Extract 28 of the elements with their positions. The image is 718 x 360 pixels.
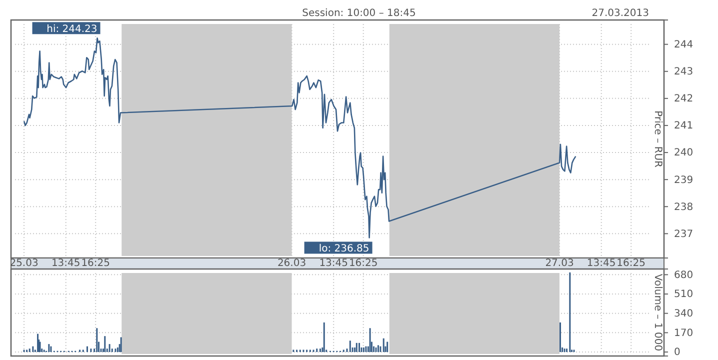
x-tick-label: 16:25: [348, 258, 378, 270]
chart-subtitle: 27.03.2013: [592, 8, 649, 19]
chart-title: Session: 10:00 – 18:45: [302, 8, 416, 19]
annotation: lo: 236.85: [318, 244, 370, 255]
y-tick-label: 170: [674, 328, 694, 339]
x-tick-label: 13:45: [51, 258, 80, 270]
y-tick-label: 242: [674, 94, 694, 105]
y-axis-title: Price – RUR: [652, 110, 663, 168]
y-tick-label: 237: [674, 228, 694, 240]
x-tick-label: 27.03: [545, 258, 574, 270]
x-tick-label: 26.03: [277, 258, 306, 270]
y-axis-title: Volume – 1 000: [652, 274, 663, 352]
y-tick-label: 240: [674, 148, 694, 159]
y-tick-label: 244: [674, 40, 694, 51]
y-tick-label: 510: [674, 289, 694, 300]
annotation: hi: 244.23: [46, 24, 98, 36]
y-tick-label: 239: [674, 174, 694, 186]
x-tick-label: 13:45: [586, 258, 616, 270]
y-tick-label: 680: [674, 270, 694, 281]
y-tick-label: 241: [674, 120, 694, 132]
y-tick-label: 0: [674, 347, 680, 358]
line-series: [23, 37, 576, 238]
x-tick-label: 16:25: [616, 258, 646, 270]
y-tick-label: 243: [674, 66, 694, 78]
y-tick-label: 238: [674, 202, 694, 213]
x-tick-label: 13:45: [319, 258, 348, 270]
x-tick-label: 16:25: [81, 258, 110, 270]
y-tick-label: 340: [674, 308, 694, 320]
